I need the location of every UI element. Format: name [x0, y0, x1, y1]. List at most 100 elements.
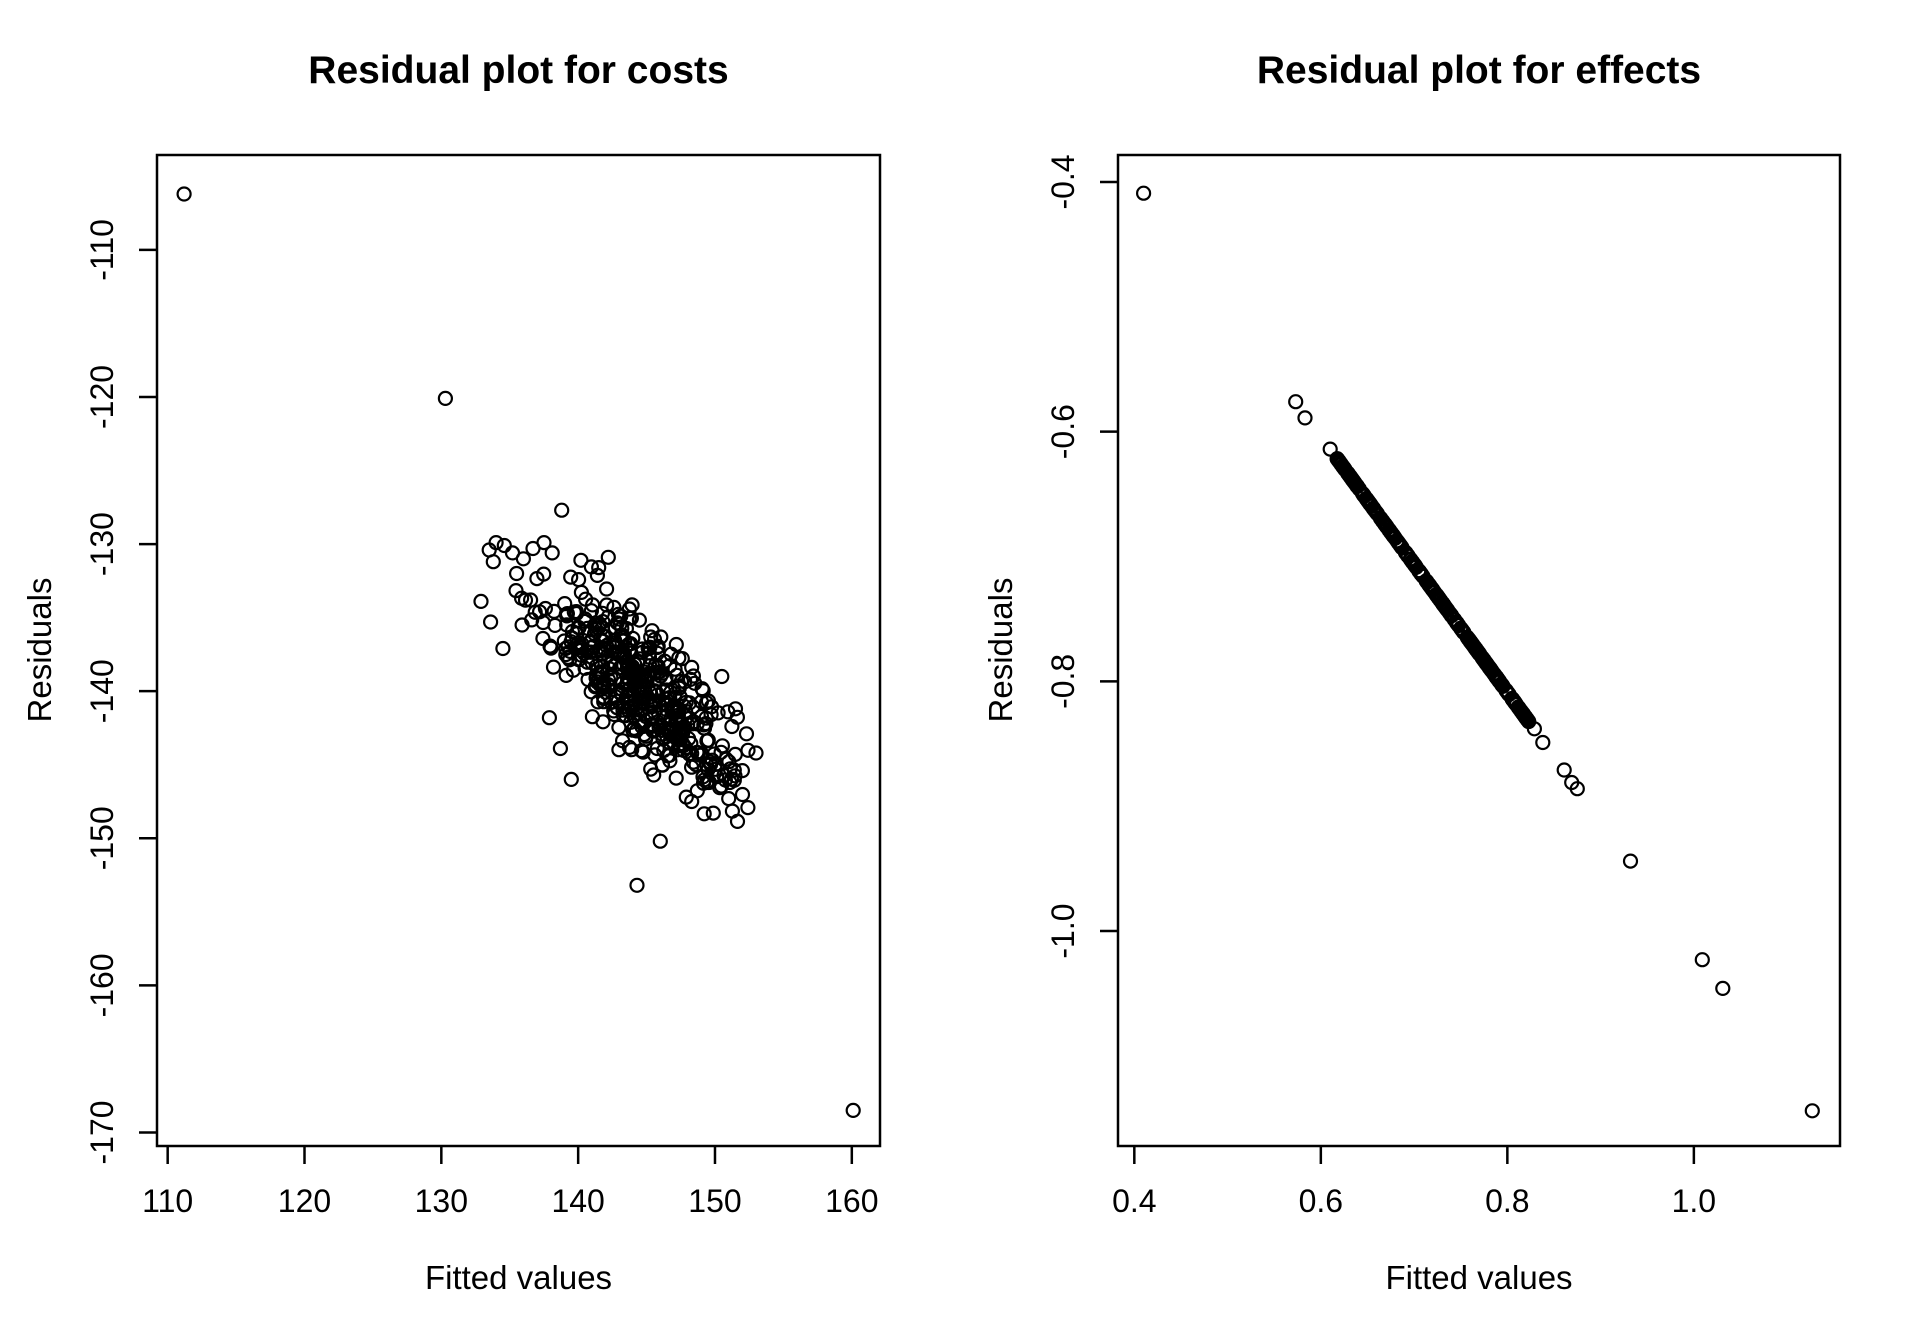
- y-tick-label: -160: [84, 953, 120, 1017]
- scatter-point: [566, 604, 582, 620]
- scatter-point: [720, 704, 736, 720]
- scatter-points: [1135, 185, 1820, 1119]
- scatter-point: [738, 726, 755, 742]
- scatter-point: [1715, 980, 1731, 997]
- scatter-point: [591, 559, 607, 576]
- scatter-point: [552, 740, 569, 757]
- scatter-point: [611, 742, 627, 758]
- scatter-point: [1361, 495, 1378, 511]
- scatter-point: [694, 746, 710, 762]
- x-tick-label: 1.0: [1672, 1183, 1716, 1219]
- x-tick-label: 120: [278, 1183, 331, 1219]
- x-tick-label: 130: [415, 1183, 468, 1219]
- scatter-point: [635, 689, 651, 706]
- scatter-point: [734, 762, 751, 779]
- scatter-point: [629, 877, 645, 893]
- scatter-point: [563, 569, 579, 585]
- y-tick-label: -0.6: [1045, 404, 1081, 459]
- scatter-point: [1429, 587, 1445, 603]
- panel-left: 110 120 130 140 150 160-170-160-150-140-130-1…: [84, 153, 882, 1219]
- scatter-point: [710, 705, 726, 721]
- scatter-point: [595, 714, 611, 730]
- scatter-point: [668, 770, 684, 786]
- scatter-point: [614, 733, 631, 749]
- left-plot-title: Residual plot for costs: [308, 49, 729, 92]
- scatter-point: [611, 611, 627, 627]
- scatter-point: [563, 771, 579, 788]
- scatter-point: [577, 591, 594, 607]
- scatter-point: [558, 667, 574, 684]
- scatter-point: [1492, 674, 1508, 690]
- scatter-point: [576, 645, 593, 662]
- scatter-point: [598, 581, 615, 597]
- scatter-point: [1526, 721, 1543, 737]
- scatter-point: [593, 665, 609, 681]
- scatter-point: [515, 551, 532, 567]
- scatter-point: [616, 657, 632, 673]
- scatter-point: [536, 534, 552, 551]
- scatter-point: [734, 786, 751, 803]
- scatter-point: [723, 771, 740, 787]
- scatter-point: [1453, 621, 1469, 637]
- scatter-point: [483, 614, 499, 630]
- x-tick-label: 150: [688, 1183, 741, 1219]
- scatter-point: [724, 803, 741, 819]
- left-y-axis-label: Residuals: [21, 577, 58, 723]
- scatter-point: [1622, 853, 1639, 869]
- scatter-point: [632, 682, 648, 699]
- scatter-point: [640, 640, 656, 656]
- x-tick-label: 140: [551, 1183, 604, 1219]
- scatter-point: [536, 566, 552, 582]
- y-tick-label: -140: [84, 659, 120, 723]
- y-tick-label: -150: [84, 806, 120, 870]
- scatter-point: [644, 623, 660, 639]
- scatter-point: [624, 597, 640, 613]
- scatter-point: [676, 698, 692, 714]
- scatter-point: [668, 636, 684, 653]
- scatter-point: [845, 1102, 861, 1119]
- scatter-point: [1569, 781, 1585, 797]
- y-tick-label: -110: [84, 219, 120, 281]
- scatter-point: [488, 534, 504, 551]
- scatter-point: [1804, 1103, 1820, 1119]
- x-tick-label: 160: [825, 1183, 878, 1219]
- scatter-point: [684, 793, 700, 810]
- scatter-point: [597, 629, 614, 645]
- scatter-point: [740, 799, 756, 816]
- scatter-point: [1413, 566, 1429, 582]
- scatter-point: [600, 549, 616, 565]
- y-tick-label: -170: [84, 1100, 120, 1164]
- scatter-point: [748, 745, 764, 761]
- scatter-point: [1288, 394, 1304, 410]
- scatter-point: [638, 728, 654, 744]
- scatter-point: [1400, 548, 1416, 564]
- x-tick-label: 0.8: [1485, 1183, 1529, 1219]
- scatter-point: [514, 617, 530, 633]
- x-tick-label: 0.6: [1299, 1183, 1343, 1219]
- plot-box: [1116, 153, 1842, 1148]
- scatter-point: [714, 668, 730, 685]
- y-tick-label: -130: [84, 512, 120, 576]
- scatter-point: [643, 697, 660, 713]
- y-tick-label: -1.0: [1045, 903, 1081, 958]
- scatter-point: [560, 649, 576, 666]
- scatter-point: [636, 726, 652, 743]
- scatter-point: [696, 720, 713, 736]
- x-axis-ticks: 110 120 130 140 150 160: [142, 1146, 879, 1219]
- scatter-point: [618, 620, 635, 637]
- scatter-point: [696, 806, 712, 822]
- scatter-point: [557, 595, 573, 612]
- scatter-point: [701, 774, 718, 791]
- scatter-point: [597, 684, 614, 700]
- scatter-point: [577, 611, 593, 627]
- scatter-point: [1535, 734, 1551, 751]
- scatter-point: [687, 675, 703, 691]
- scatter-point: [635, 744, 651, 760]
- scatter-point: [1339, 465, 1356, 481]
- y-axis-ticks: -170 -160 -150 -140 -130 -120 -110: [84, 219, 157, 1164]
- scatter-point: [594, 632, 611, 649]
- scatter-point: [620, 688, 636, 704]
- scatter-point: [1402, 551, 1418, 567]
